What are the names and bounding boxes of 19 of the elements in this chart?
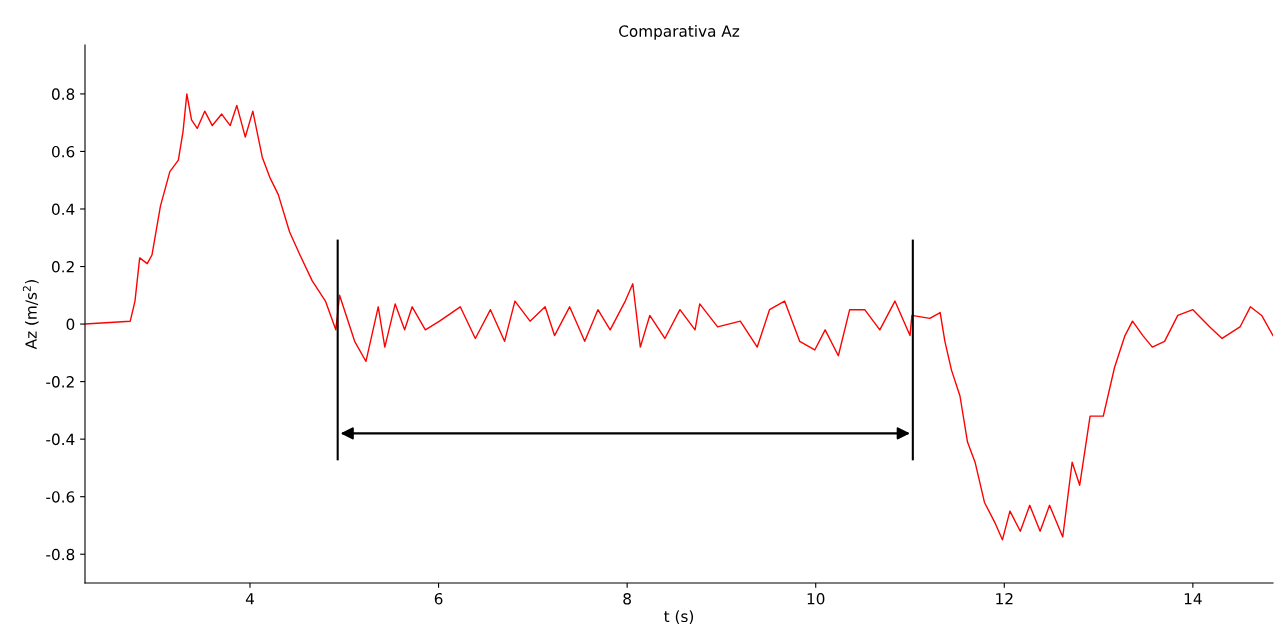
y-tick-label: -0.8 <box>46 548 75 561</box>
y-axis-title: Az (m/s$^{2}$) <box>22 280 39 350</box>
x-tick-label: 14 <box>1184 593 1202 605</box>
y-tick-label: 0 <box>66 318 75 331</box>
y-tick-label: 0.2 <box>51 260 74 273</box>
y-tick-label: 0.8 <box>51 88 75 100</box>
y-tick-label: -0.2 <box>46 376 74 388</box>
x-tick-label: 8 <box>623 592 631 605</box>
y-tick-label: -0.4 <box>46 433 75 446</box>
y-tick-label: 0.6 <box>51 145 75 158</box>
y-tick-label: 0.4 <box>51 203 75 216</box>
y-tick-label: -0.6 <box>46 491 75 503</box>
line-series <box>85 93 1273 541</box>
chart-title: Comparativa Az <box>619 25 740 40</box>
x-tick-label: 6 <box>434 592 443 605</box>
x-axis-title: t (s) <box>664 610 694 624</box>
x-tick-label: 4 <box>245 593 254 605</box>
x-tick-label: 10 <box>807 592 825 605</box>
x-tick-label: 12 <box>996 592 1013 605</box>
